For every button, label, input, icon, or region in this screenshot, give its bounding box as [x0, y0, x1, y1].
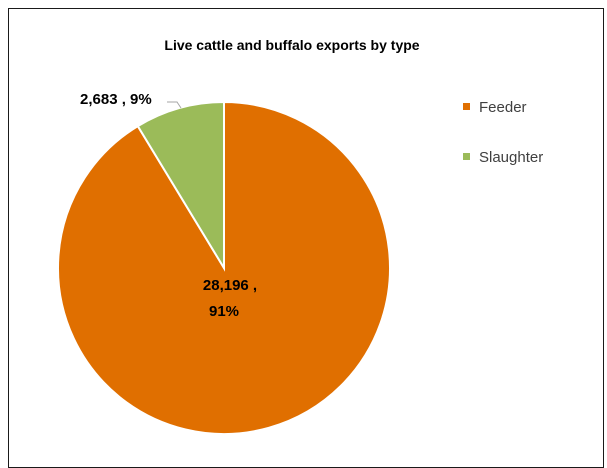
slaughter-leader-line	[167, 101, 182, 109]
legend-swatch-slaughter	[463, 153, 470, 160]
data-label-slaughter: 2,683 , 9%	[80, 91, 152, 108]
data-label-feeder-line2: 91%	[209, 303, 239, 320]
data-label-feeder-line1: 28,196 ,	[203, 277, 257, 294]
legend-label-feeder: Feeder	[479, 99, 527, 116]
pie-slice-slaughter	[136, 100, 225, 272]
legend-label-slaughter: Slaughter	[479, 149, 543, 166]
legend-swatch-feeder	[463, 103, 470, 110]
pie-slices	[57, 100, 391, 435]
chart-title: Live cattle and buffalo exports by type	[164, 37, 419, 53]
legend: Feeder Slaughter	[463, 99, 543, 166]
